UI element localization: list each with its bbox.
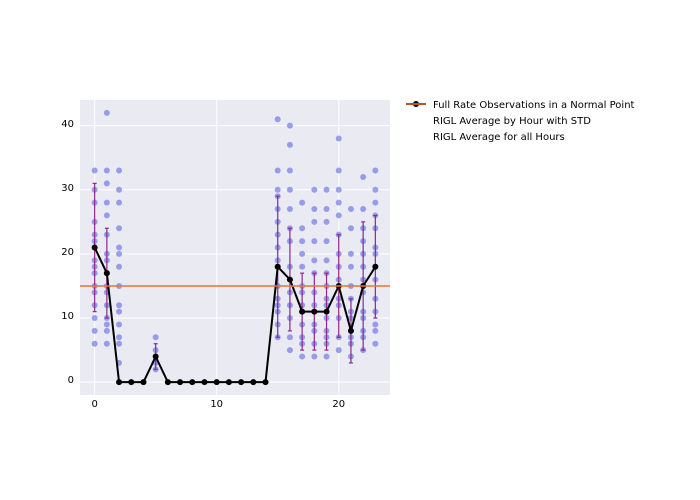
legend-item: RIGL Average by Hour with STD [405, 114, 634, 130]
legend-item: Full Rate Observations in a Normal Point [405, 98, 634, 114]
legend-label: RIGL Average by Hour with STD [433, 115, 591, 129]
legend-label: RIGL Average for all Hours [433, 131, 565, 145]
x-tick-label: 10 [207, 399, 227, 410]
y-tick-label: 20 [61, 247, 74, 258]
y-tick-label: 0 [68, 375, 74, 386]
y-tick-label: 40 [61, 119, 74, 130]
hline-layer [0, 0, 700, 500]
legend-label: Full Rate Observations in a Normal Point [433, 99, 634, 113]
x-tick-label: 20 [329, 399, 349, 410]
legend: Full Rate Observations in a Normal Point… [405, 98, 634, 146]
legend-item: RIGL Average for all Hours [405, 130, 634, 146]
figure: 0 10 20 0 10 20 30 40 Full Rate Observations in… [0, 0, 700, 500]
y-tick-label: 30 [61, 183, 74, 194]
x-tick-label: 0 [85, 399, 105, 410]
y-tick-label: 10 [61, 311, 74, 322]
